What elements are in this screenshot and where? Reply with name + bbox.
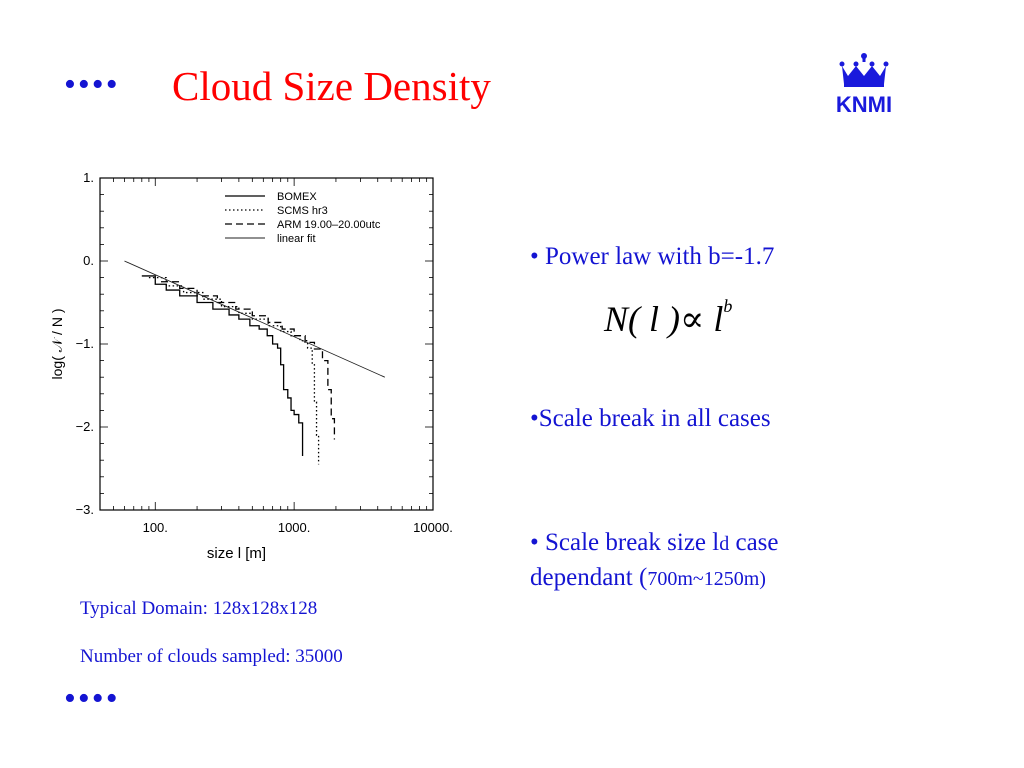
power-law-formula: N( l )∝ lb [604, 296, 733, 340]
range-text: 700m~1250m) [647, 568, 766, 590]
bullet-text: case [729, 529, 779, 556]
formula-exponent: b [723, 296, 733, 316]
y-tick-label: −3. [76, 502, 94, 517]
series-line-2 [148, 276, 320, 465]
bullet-text: • Scale break size l [530, 529, 720, 556]
caption-domain: Typical Domain: 128x128x128 [80, 598, 318, 619]
svg-text:KNMI: KNMI [836, 92, 892, 116]
y-tick-label: 1. [83, 170, 94, 185]
x-tick-label: 1000. [278, 520, 311, 535]
series-line-1 [141, 275, 304, 457]
y-axis-label: log( 𝒩 / N ) [49, 309, 65, 380]
bullet-power-law: • Power law with b=-1.7 [530, 243, 775, 270]
series-line-4 [124, 260, 386, 378]
bullet-scale-break: •Scale break in all cases [530, 405, 771, 432]
cloud-size-density-chart: 100. 1000. 10000. 1. 0. −1. −2. −3. size l [m] lo… [49, 170, 453, 562]
y-tick-label: −2. [76, 419, 94, 434]
series-line-3 [161, 281, 336, 440]
y-tick-label: 0. [83, 253, 94, 268]
subscript-d: d [719, 533, 730, 555]
bullet-scale-break-size: • Scale break size ld case dependant (70… [530, 526, 779, 596]
x-tick-label: 100. [143, 520, 168, 535]
decorative-dots-bottom: •••• [64, 680, 120, 717]
bullet-text: dependant ( [530, 564, 648, 591]
knmi-logo: KNMI [836, 53, 892, 116]
formula-text: N( l )∝ l [604, 299, 724, 339]
y-tick-label: −1. [76, 336, 94, 351]
slide-title: Cloud Size Density [172, 63, 491, 109]
decorative-dots-top: •••• [64, 66, 120, 103]
legend-label: ARM 19.00–20.00utc [277, 219, 381, 231]
legend-label: linear fit [277, 233, 316, 245]
x-tick-label: 10000. [413, 520, 453, 535]
plot-frame [99, 177, 434, 511]
x-axis-label: size l [m] [207, 545, 266, 562]
caption-clouds: Number of clouds sampled: 35000 [80, 646, 343, 667]
legend-label: SCMS hr3 [277, 205, 328, 217]
legend-label: BOMEX [277, 191, 317, 203]
